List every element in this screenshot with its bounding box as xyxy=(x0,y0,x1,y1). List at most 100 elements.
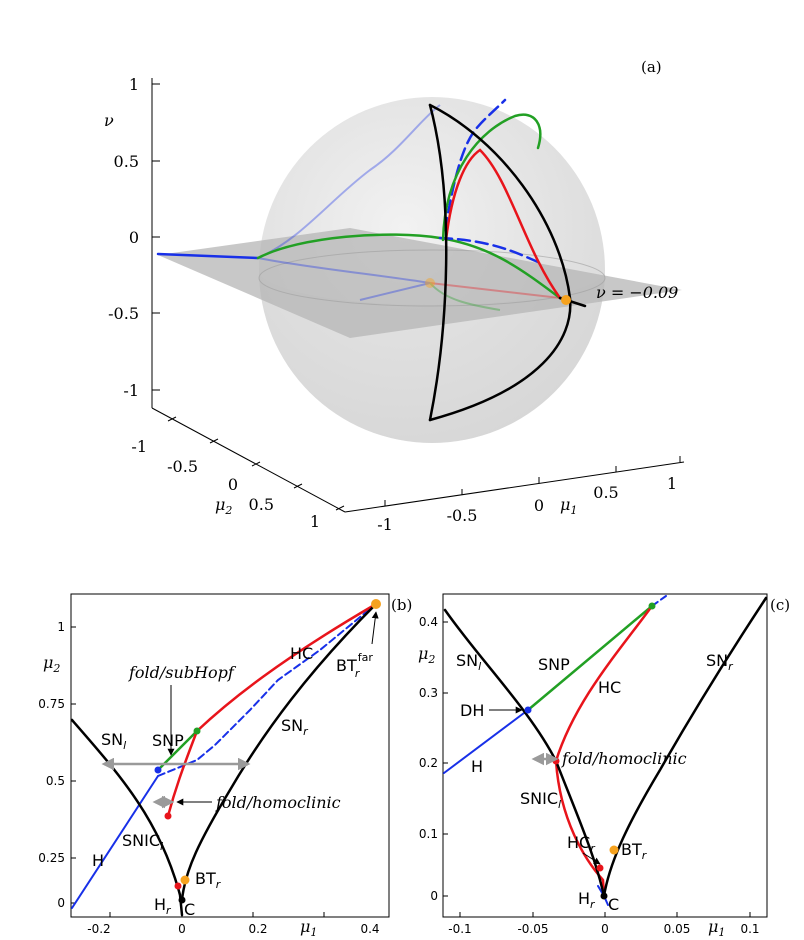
hc-label: HC xyxy=(290,644,313,663)
hcr-label: HCr xyxy=(567,833,596,855)
mu1-tick: 0 xyxy=(534,496,544,515)
mu2-tick: -1 xyxy=(131,437,147,456)
x-tick: -0.05 xyxy=(517,922,548,936)
mu2-tick: 0.5 xyxy=(249,495,274,514)
panel-b-curves xyxy=(70,602,378,917)
btr-label: BTr xyxy=(621,840,648,862)
hc-curve xyxy=(444,148,562,300)
btr-label: BTr xyxy=(195,869,222,891)
snic-red-curve xyxy=(554,759,606,898)
btfar-label: BTfar r xyxy=(336,651,373,680)
mu2-tick: 0 xyxy=(228,475,238,494)
mu1-axis-label: μ1 xyxy=(560,495,577,517)
nu-plane xyxy=(158,228,682,338)
mu1-tick: 0.5 xyxy=(593,483,618,502)
c-point xyxy=(178,896,186,904)
panel-b: (b) 1 0.75 0.5 0.25 0 -0.2 0 0.2 0.4 μ2 xyxy=(38,593,412,939)
mu2-tick: -0.5 xyxy=(167,457,198,476)
y-tick: 0.25 xyxy=(38,851,65,865)
front-curves xyxy=(156,98,587,422)
snl-label: SNl xyxy=(101,730,126,752)
x-tick: -0.2 xyxy=(87,922,110,936)
panel-b-x-ticks: -0.2 0 0.2 0.4 xyxy=(87,922,379,936)
dh-label: DH xyxy=(460,701,484,720)
fold-homoclinic-label: fold/homoclinic xyxy=(561,749,687,768)
hc-label: HC xyxy=(598,678,621,697)
back-curves xyxy=(257,104,561,311)
mu1-tick: -1 xyxy=(377,515,393,534)
bt-point-a xyxy=(561,295,571,305)
x-tick: 0.4 xyxy=(360,922,379,936)
y-tick: 0.4 xyxy=(419,615,438,629)
y-tick: 0.75 xyxy=(38,697,65,711)
mu2-axis-label: μ2 xyxy=(215,495,232,517)
panel-b-tag: (b) xyxy=(391,596,412,614)
hcr-pointer xyxy=(582,852,601,865)
nu-tick: 0 xyxy=(129,228,139,247)
fold-subhopf-label: fold/subHopf xyxy=(128,663,237,682)
nu-tick: -0.5 xyxy=(108,304,139,323)
snic-label: SNICl xyxy=(122,831,163,853)
nu-tick: 0.5 xyxy=(114,152,139,171)
x-tick: 0 xyxy=(601,922,609,936)
snr-curve xyxy=(602,596,768,898)
dh-point xyxy=(154,766,162,774)
panel-c-tag: (c) xyxy=(770,596,790,614)
x-tick: 0.1 xyxy=(740,922,759,936)
h-label: H xyxy=(471,757,483,776)
nu-axis-label: ν xyxy=(104,111,114,130)
x-tick: -0.1 xyxy=(448,922,471,936)
snic-point xyxy=(164,812,172,820)
c-label: C xyxy=(184,900,195,919)
btr-point xyxy=(180,875,190,885)
hr-label: Hr xyxy=(578,889,596,911)
h-dashed-curve xyxy=(157,603,377,777)
h-label: H xyxy=(92,851,104,870)
bt-point-a-back xyxy=(425,278,435,288)
c-point xyxy=(600,892,608,900)
panel-a-mu2-ticks: -1 -0.5 0 0.5 1 xyxy=(131,437,320,531)
sn-left-curve xyxy=(428,103,448,422)
hcr-point xyxy=(596,864,604,872)
btfar-pointer xyxy=(371,611,379,645)
panel-c-mu1-label: μ1 xyxy=(708,917,725,939)
y-tick: 1 xyxy=(57,620,65,634)
panel-b-y-ticks: 1 0.75 0.5 0.25 0 xyxy=(38,620,65,910)
btfar-point xyxy=(371,599,381,609)
x-tick: 0.05 xyxy=(664,922,691,936)
x-tick: 0 xyxy=(178,922,186,936)
panel-c-x-ticks: -0.1 -0.05 0 0.05 0.1 xyxy=(448,922,759,936)
panel-a-tag: (a) xyxy=(641,58,662,76)
hopf-curve-front xyxy=(156,252,260,260)
h-curve xyxy=(443,709,529,774)
y-tick: 0.3 xyxy=(419,686,438,700)
snp-curve xyxy=(526,604,654,712)
dh-point xyxy=(524,706,532,714)
snr-label: SNr xyxy=(706,651,734,673)
y-tick: 0 xyxy=(430,889,438,903)
h-curve xyxy=(71,775,159,909)
hcr-point xyxy=(174,882,182,890)
y-tick: 0.5 xyxy=(46,774,65,788)
panel-c-y-ticks: 0.4 0.3 0.2 0.1 0 xyxy=(419,615,438,903)
snr-curve xyxy=(180,602,378,902)
c-label: C xyxy=(608,895,619,914)
panel-b-mu1-label: μ1 xyxy=(300,917,317,939)
y-tick: 0 xyxy=(57,896,65,910)
snp-label: SNP xyxy=(538,655,570,674)
snr-label: SNr xyxy=(281,716,309,738)
panel-c: (c) 0.4 0.3 0.2 0.1 0 -0.1 -0.05 0 0.05 … xyxy=(418,593,790,939)
fold-homoclinic-label: fold/homoclinic xyxy=(215,793,341,812)
sphere-plane-intersection xyxy=(258,249,606,307)
panel-b-mu2-label: μ2 xyxy=(43,653,60,675)
panel-a-nu-ticks: 1 0.5 0 -0.5 -1 xyxy=(108,75,139,400)
mu1-tick: -0.5 xyxy=(447,506,478,525)
y-tick: 0.1 xyxy=(419,827,438,841)
mu1-tick: 1 xyxy=(667,474,677,493)
panel-c-ticks xyxy=(443,621,751,917)
nu-tick: 1 xyxy=(129,75,139,94)
snp-point xyxy=(193,727,201,735)
plane-label: ν = −0.09 xyxy=(596,283,678,302)
mu2-tick: 1 xyxy=(310,512,320,531)
